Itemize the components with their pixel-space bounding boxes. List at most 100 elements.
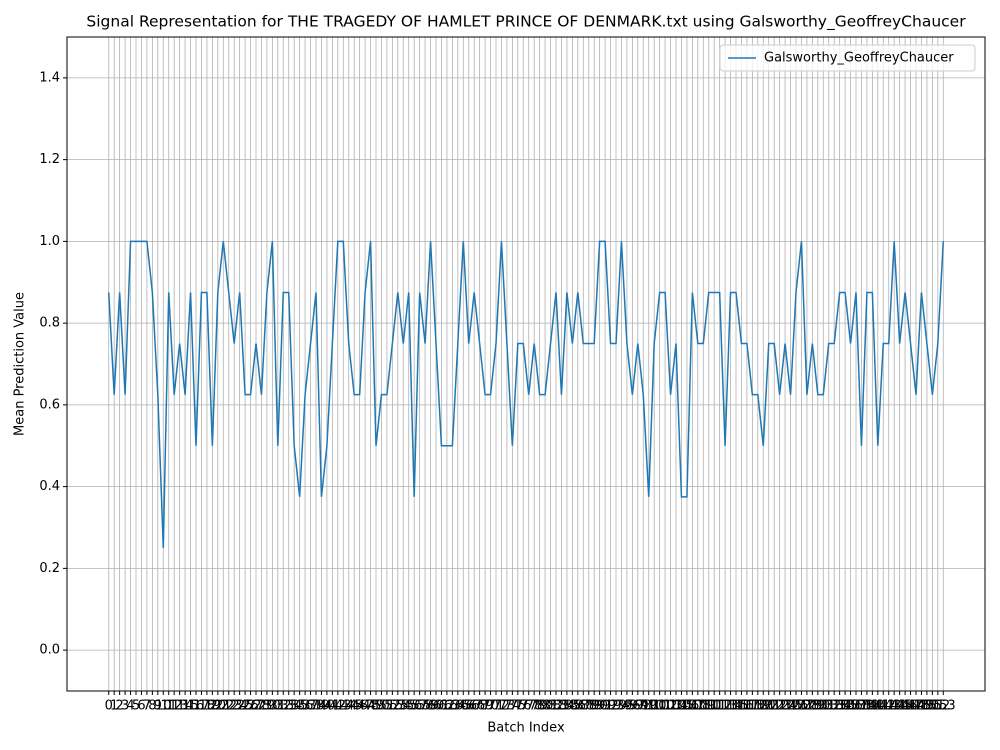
x-tick-label: 76: [515, 699, 532, 714]
x-tick-label: 107: [680, 699, 705, 714]
x-tick-label: 80: [537, 699, 554, 714]
x-tick-label: 104: [664, 699, 689, 714]
x-tick-label: 119: [745, 699, 770, 714]
x-tick-label: 114: [718, 699, 743, 714]
x-tick-label: 93: [608, 699, 625, 714]
x-tick-label: 73: [499, 699, 516, 714]
x-tick-label: 48: [362, 699, 379, 714]
x-tick-label: 52: [384, 699, 401, 714]
x-tick-label: 95: [619, 699, 636, 714]
x-tick-label: 132: [816, 699, 841, 714]
x-axis-label: Batch Index: [487, 721, 565, 736]
x-tick-label: 55: [400, 699, 417, 714]
x-tick-label: 86: [570, 699, 587, 714]
x-tick-label: 30: [264, 699, 281, 714]
x-tick-label: 126: [784, 699, 809, 714]
y-tick-label: 1.4: [39, 70, 60, 85]
x-tick-label: 150: [914, 699, 939, 714]
x-tick-label: 31: [270, 699, 287, 714]
x-tick-label: 130: [805, 699, 830, 714]
x-tick-label: 68: [471, 699, 488, 714]
x-tick-label: 103: [658, 699, 683, 714]
x-tick-label: 133: [822, 699, 847, 714]
x-tick-label: 98: [635, 699, 652, 714]
y-tick-label: 0.4: [39, 479, 60, 494]
plot-frame: [66, 36, 986, 692]
x-tick-label: 38: [308, 699, 325, 714]
x-tick-label: 57: [411, 699, 428, 714]
x-tick-label: 109: [691, 699, 716, 714]
x-tick-label: 101: [647, 699, 672, 714]
x-tick-label: 112: [707, 699, 732, 714]
x-tick-label: 9: [154, 699, 162, 714]
x-tick-label: 110: [696, 699, 721, 714]
x-tick-label: 67: [466, 699, 483, 714]
x-tick-label: 46: [351, 699, 368, 714]
x-tick-label: 122: [762, 699, 787, 714]
x-tick-label: 19: [204, 699, 221, 714]
x-tick-label: 16: [188, 699, 205, 714]
y-tick-label: 1.2: [39, 152, 60, 167]
y-tick-label: 0.2: [39, 561, 60, 576]
x-tick-label: 50: [373, 699, 390, 714]
x-tick-label: 152: [925, 699, 950, 714]
x-tick-label: 128: [794, 699, 819, 714]
x-tick-label: 26: [242, 699, 259, 714]
x-tick-label: 62: [439, 699, 456, 714]
x-tick-label: 56: [406, 699, 423, 714]
x-tick-label: 0: [105, 699, 113, 714]
x-tick-label: 72: [493, 699, 510, 714]
x-tick-label: 79: [531, 699, 548, 714]
legend: Galsworthy_GeoffreyChaucer: [719, 44, 976, 72]
x-tick-label: 11: [160, 699, 177, 714]
x-tick-label: 1: [110, 699, 118, 714]
x-tick-label: 74: [504, 699, 521, 714]
x-tick-label: 83: [553, 699, 570, 714]
x-tick-label: 2: [115, 699, 123, 714]
x-tick-label: 78: [526, 699, 543, 714]
x-tick-label: 3: [121, 699, 129, 714]
x-tick-label: 54: [395, 699, 412, 714]
x-tick-label: 120: [751, 699, 776, 714]
x-tick-label: 64: [450, 699, 467, 714]
x-tick-label: 41: [324, 699, 341, 714]
x-tick-label: 14: [177, 699, 194, 714]
x-tick-label: 153: [931, 699, 956, 714]
x-tick-label: 113: [713, 699, 738, 714]
y-tick-label: 0.8: [39, 316, 60, 331]
x-tick-label: 87: [575, 699, 592, 714]
x-tick-label: 70: [482, 699, 499, 714]
x-tick-label: 4: [126, 699, 134, 714]
x-tick-label: 106: [674, 699, 699, 714]
x-tick-label: 138: [849, 699, 874, 714]
x-tick-label: 8: [148, 699, 156, 714]
x-tick-label: 49: [368, 699, 385, 714]
x-tick-label: 40: [319, 699, 336, 714]
x-tick-label: 25: [237, 699, 254, 714]
data-line: [107, 240, 945, 548]
x-tick-label: 29: [259, 699, 276, 714]
x-tick-label: 135: [833, 699, 858, 714]
x-tick-label: 18: [199, 699, 216, 714]
x-tick-label: 145: [887, 699, 912, 714]
x-tick-label: 94: [613, 699, 630, 714]
x-tick-label: 127: [789, 699, 814, 714]
x-tick-label: 6: [137, 699, 145, 714]
x-tick-label: 10: [155, 699, 172, 714]
x-tick-label: 115: [724, 699, 749, 714]
x-tick-label: 88: [580, 699, 597, 714]
x-tick-label: 53: [390, 699, 407, 714]
x-tick-label: 81: [542, 699, 559, 714]
x-tick-label: 61: [433, 699, 450, 714]
x-tick-label: 60: [428, 699, 445, 714]
x-tick-label: 136: [838, 699, 863, 714]
y-tick-label: 0.0: [39, 643, 60, 658]
x-tick-label: 146: [893, 699, 918, 714]
x-tick-label: 84: [559, 699, 576, 714]
x-tick-label: 124: [773, 699, 798, 714]
x-tick-label: 121: [756, 699, 781, 714]
x-tick-label: 134: [827, 699, 852, 714]
x-tick-label: 129: [800, 699, 825, 714]
x-tick-label: 125: [778, 699, 803, 714]
